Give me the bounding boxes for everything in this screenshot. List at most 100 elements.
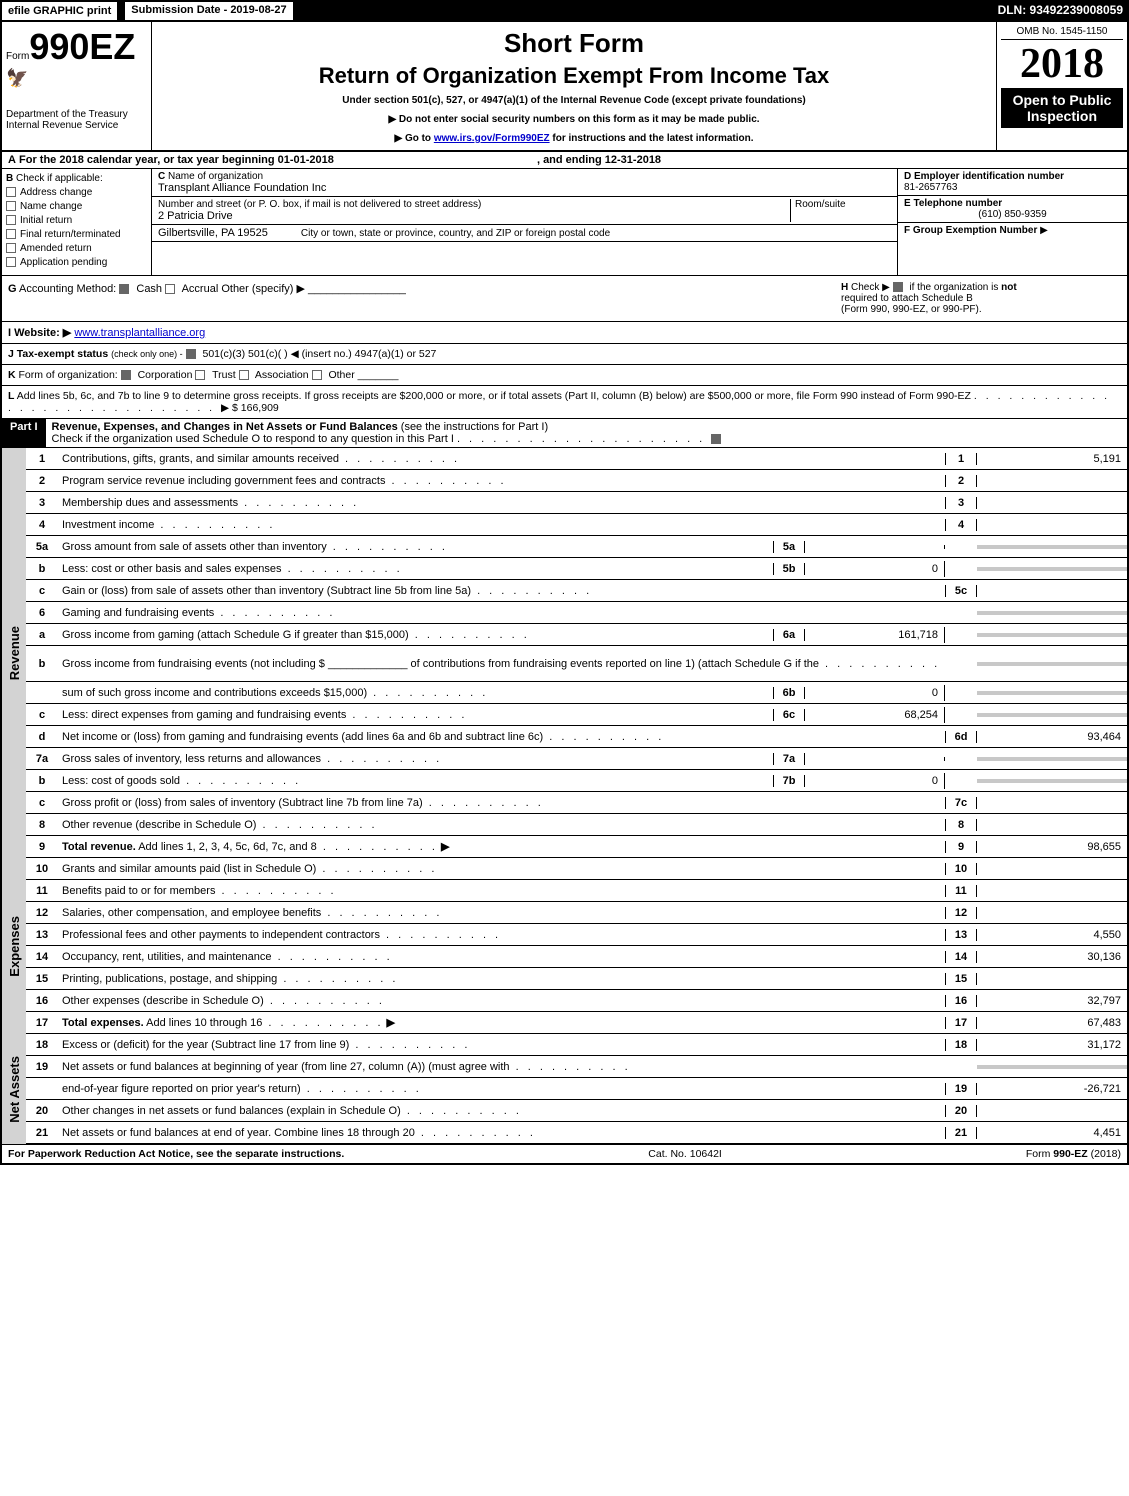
room-label: Room/suite (795, 199, 891, 210)
footer-cat: Cat. No. 10642I (648, 1148, 722, 1160)
line-description: Investment income . . . . . . . . . . (58, 517, 945, 533)
part1-badge: Part I (2, 419, 46, 447)
table-row: dNet income or (loss) from gaming and fu… (26, 726, 1127, 748)
main-title: Return of Organization Exempt From Incom… (158, 63, 990, 89)
line-description: Gain or (loss) from sale of assets other… (58, 583, 945, 599)
checkbox-accrual[interactable] (165, 284, 175, 294)
end-val-shaded (977, 567, 1127, 571)
line-description: Benefits paid to or for members . . . . … (58, 883, 945, 899)
table-row: 21Net assets or fund balances at end of … (26, 1122, 1127, 1144)
table-row: 6Gaming and fundraising events . . . . .… (26, 602, 1127, 624)
checkbox-address[interactable] (6, 187, 16, 197)
table-row: aGross income from gaming (attach Schedu… (26, 624, 1127, 646)
part1-header: Part I Revenue, Expenses, and Changes in… (0, 419, 1129, 448)
checkbox-trust[interactable] (195, 370, 205, 380)
line-number: 3 (26, 495, 58, 511)
checkbox-corp[interactable] (121, 370, 131, 380)
revenue-sidebar: Revenue (2, 448, 26, 858)
line-description: sum of such gross income and contributio… (58, 685, 773, 701)
k-text: Form of organization: (19, 369, 118, 381)
line-description: Net assets or fund balances at end of ye… (58, 1125, 945, 1141)
d-label: D Employer identification number (904, 171, 1121, 182)
end-value (977, 867, 1127, 871)
table-row: 16Other expenses (describe in Schedule O… (26, 990, 1127, 1012)
checkbox-amended[interactable] (6, 243, 16, 253)
addr-left: Number and street (or P. O. box, if mail… (158, 199, 791, 222)
end-value (977, 479, 1127, 483)
checkbox-schedule-o[interactable] (711, 434, 721, 444)
footer-form: 990-EZ (1053, 1148, 1087, 1160)
checkbox-final[interactable] (6, 229, 16, 239)
mid-value (805, 545, 945, 549)
checkbox-h[interactable] (893, 282, 903, 292)
checkbox-initial[interactable] (6, 215, 16, 225)
subtitle: Under section 501(c), 527, or 4947(a)(1)… (158, 95, 990, 106)
j-label: J Tax-exempt status (8, 348, 108, 360)
line-number: 15 (26, 971, 58, 987)
end-val-shaded (977, 779, 1127, 783)
checkbox-assoc[interactable] (239, 370, 249, 380)
checkbox-other[interactable] (312, 370, 322, 380)
top-bar-left: efile GRAPHIC print Submission Date - 20… (0, 0, 295, 22)
line-description: Gaming and fundraising events . . . . . … (58, 605, 945, 621)
note2-pre: ▶ Go to (394, 133, 433, 144)
table-row: 3Membership dues and assessments . . . .… (26, 492, 1127, 514)
end-line-number: 6d (945, 731, 977, 743)
checkbox-cash[interactable] (119, 284, 129, 294)
table-row: 17Total expenses. Add lines 10 through 1… (26, 1012, 1127, 1034)
table-row: 19Net assets or fund balances at beginni… (26, 1056, 1127, 1078)
end-value (977, 801, 1127, 805)
end-line-number: 14 (945, 951, 977, 963)
part1-title: Revenue, Expenses, and Changes in Net As… (52, 421, 398, 433)
end-line-number: 17 (945, 1017, 977, 1029)
org-addr-row: Number and street (or P. O. box, if mail… (152, 197, 897, 225)
line-description: Less: direct expenses from gaming and fu… (58, 707, 773, 723)
efile-print-button[interactable]: efile GRAPHIC print (0, 0, 119, 22)
e-label: E Telephone number (904, 198, 1121, 209)
c-text: Name of organization (168, 171, 263, 182)
line-description: Less: cost of goods sold . . . . . . . .… (58, 773, 773, 789)
end-value (977, 589, 1127, 593)
checkbox-501c3[interactable] (186, 349, 196, 359)
k-other: Other (328, 369, 354, 381)
line-description: Gross profit or (loss) from sales of inv… (58, 795, 945, 811)
line-a-text1: For the 2018 calendar year, or tax year … (19, 154, 334, 166)
phone-row: E Telephone number (610) 850-9359 (898, 196, 1127, 223)
end-val-shaded (977, 713, 1127, 717)
checkbox-pending[interactable] (6, 257, 16, 267)
k-trust: Trust (212, 369, 236, 381)
end-line-number: 19 (945, 1083, 977, 1095)
line-description: Total revenue. Add lines 1, 2, 3, 4, 5c,… (58, 838, 945, 855)
open-line1: Open to Public (1005, 92, 1119, 108)
line-number: 20 (26, 1103, 58, 1119)
end-line-number: 20 (945, 1105, 977, 1117)
table-row: bGross income from fundraising events (n… (26, 646, 1127, 682)
form-number: 990EZ (29, 26, 135, 67)
line-number: 11 (26, 883, 58, 899)
netassets-sidebar: Net Assets (2, 1034, 26, 1144)
website-link[interactable]: www.transplantalliance.org (74, 327, 205, 339)
check-3: Final return/terminated (20, 229, 121, 240)
l-text: Add lines 5b, 6c, and 7b to line 9 to de… (17, 390, 971, 402)
mid-value: 0 (805, 773, 945, 789)
end-val-shaded (977, 662, 1127, 666)
end-value (977, 823, 1127, 827)
h-not: not (1001, 282, 1017, 293)
footer-left: For Paperwork Reduction Act Notice, see … (8, 1148, 344, 1160)
right-info: D Employer identification number 81-2657… (897, 169, 1127, 275)
line-description: Grants and similar amounts paid (list in… (58, 861, 945, 877)
end-value (977, 977, 1127, 981)
checkbox-name[interactable] (6, 201, 16, 211)
table-row: sum of such gross income and contributio… (26, 682, 1127, 704)
end-line-number: 21 (945, 1127, 977, 1139)
table-row: 5aGross amount from sale of assets other… (26, 536, 1127, 558)
h-text1: Check ▶ (851, 282, 890, 293)
irs-link[interactable]: www.irs.gov/Form990EZ (434, 133, 550, 144)
table-row: 9Total revenue. Add lines 1, 2, 3, 4, 5c… (26, 836, 1127, 858)
netassets-label: Net Assets (7, 1056, 22, 1123)
end-line-number: 4 (945, 519, 977, 531)
k-corp: Corporation (138, 369, 193, 381)
line-description: Net income or (loss) from gaming and fun… (58, 729, 945, 745)
k-row: K Form of organization: Corporation Trus… (0, 365, 1129, 386)
org-city-row: Gilbertsville, PA 19525 City or town, st… (152, 225, 897, 242)
